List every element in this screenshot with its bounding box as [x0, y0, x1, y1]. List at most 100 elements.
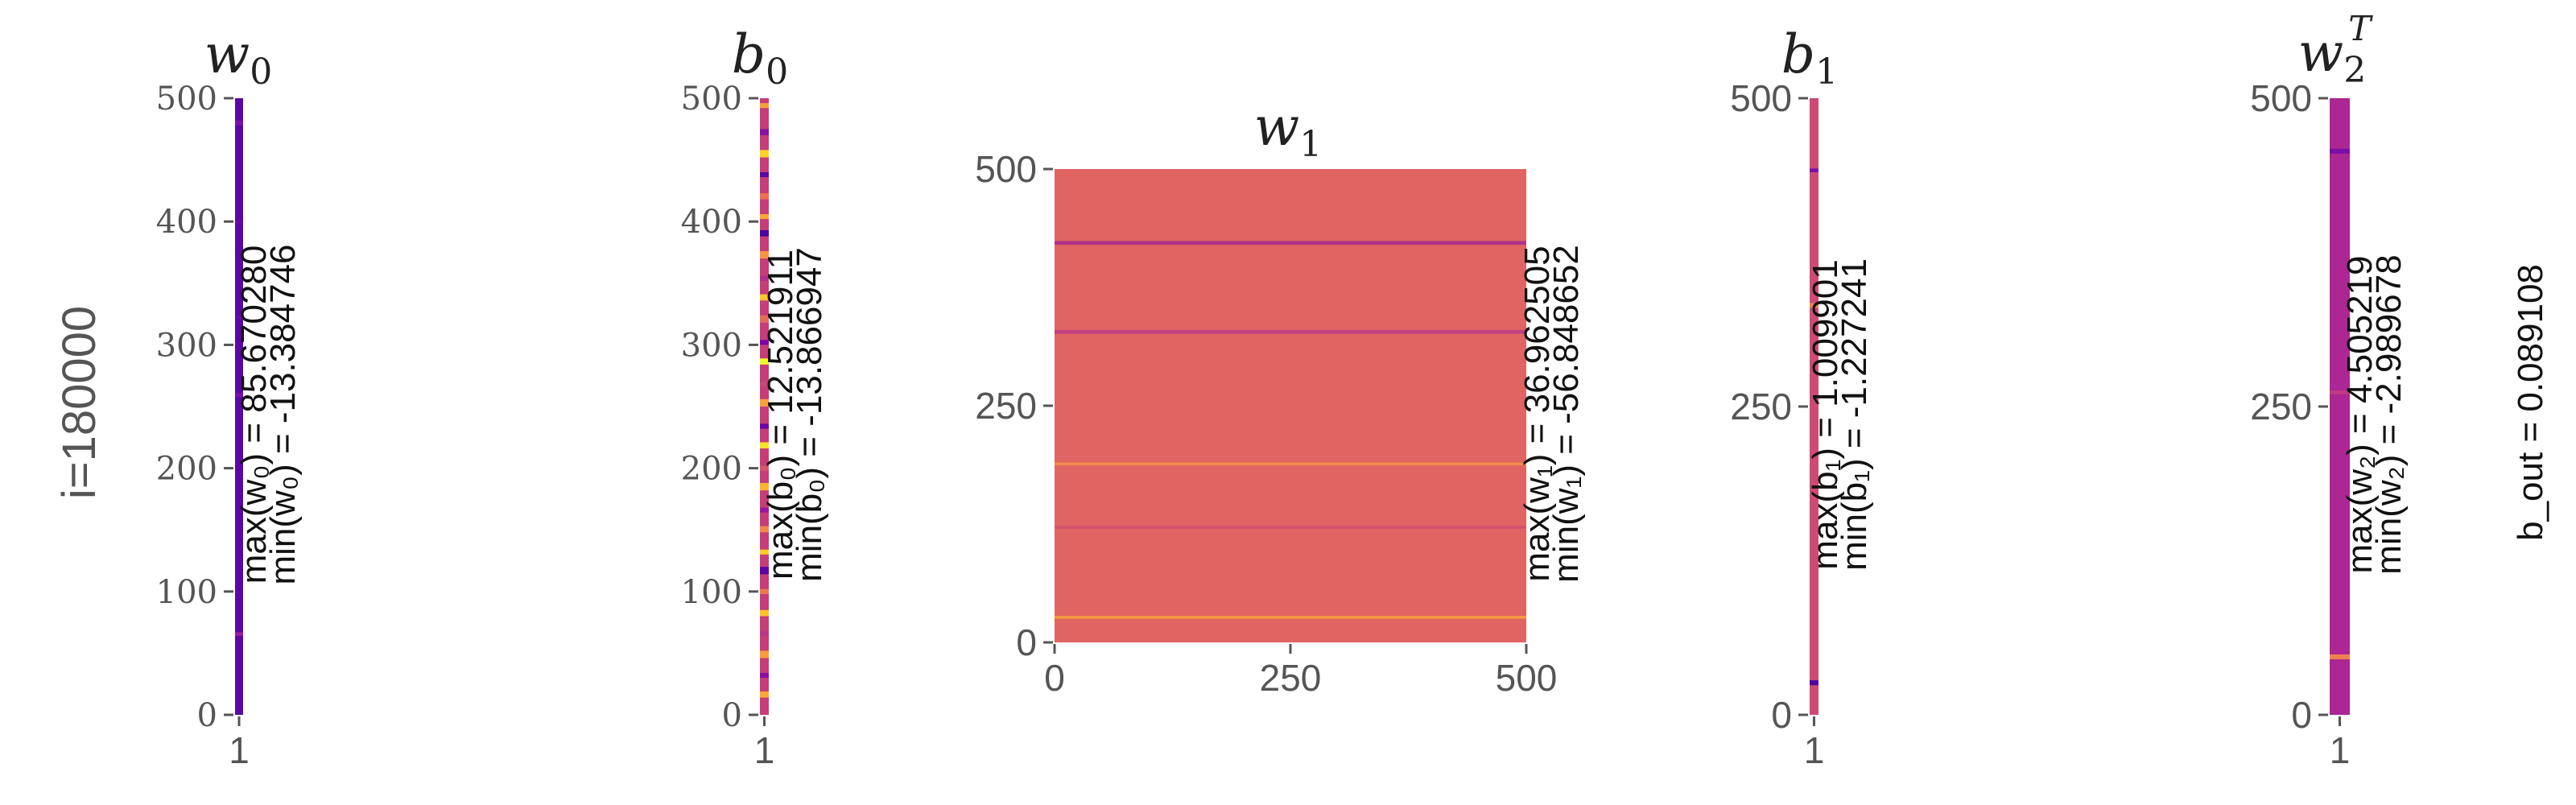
panel-title: b1	[1781, 23, 1838, 93]
max-annotation: max(w₁) = 36.962505	[1517, 246, 1557, 581]
min-annotation: min(b₁) = -1.227241	[1835, 258, 1874, 571]
y-tick-label: 500	[681, 80, 742, 118]
y-tick-label: 0	[1016, 621, 1037, 663]
x-tick-label: 1	[754, 729, 775, 771]
min-annotation: min(b₀) = -13.866947	[790, 247, 829, 582]
heatmap-row	[760, 358, 769, 365]
heatmap-body	[1055, 169, 1526, 642]
y-tick-label: 300	[156, 327, 217, 364]
panel-title: b0	[732, 23, 788, 93]
heatmap-body	[2330, 98, 2350, 715]
heatmap-row	[235, 120, 243, 126]
y-tick-label: 250	[1730, 386, 1792, 427]
x-tick-label: 0	[1044, 657, 1065, 699]
panel-title: w0	[204, 23, 273, 93]
y-tick-label: 500	[975, 148, 1037, 190]
max-annotation: max(w₀) = 85.670280	[234, 246, 274, 584]
heatmap-b0: 0 100 200 300 400 500 1 b0 max(b₀) = 12.521911mi…	[681, 23, 829, 771]
heatmap-row	[760, 672, 769, 679]
row-label: i=180000	[53, 306, 105, 499]
min-annotation: min(w₂) = -2.989678	[2369, 254, 2409, 574]
panel-title: w1	[1254, 96, 1323, 165]
heatmap-row	[760, 567, 769, 575]
y-tick-label: 400	[156, 204, 217, 241]
heatmap-row	[2330, 390, 2350, 394]
y-tick-label: 100	[156, 574, 217, 611]
heatmap-row	[1810, 680, 1818, 686]
heatmap-row	[235, 632, 243, 636]
heatmap-row	[760, 229, 769, 237]
heatmap-row	[760, 315, 769, 323]
heatmap-row	[760, 423, 769, 429]
heatmap-row	[1055, 462, 1526, 466]
y-tick-label: 0	[1771, 694, 1792, 736]
heatmap-body	[1810, 98, 1818, 715]
y-tick-label: 300	[681, 327, 742, 364]
y-tick-label: 500	[156, 80, 217, 118]
heatmap-row	[760, 382, 769, 387]
y-tick-label: 500	[1730, 77, 1792, 119]
panel-title: w2T	[2298, 9, 2374, 91]
heatmap-row	[760, 294, 769, 301]
x-tick-label: 500	[1496, 657, 1558, 699]
heatmap-row	[2330, 654, 2350, 660]
x-tick-label: 250	[1260, 657, 1322, 699]
heatmap-row	[760, 691, 769, 698]
y-tick-label: 400	[681, 204, 742, 241]
x-tick-label: 1	[229, 729, 250, 771]
heatmap-row	[760, 150, 769, 158]
heatmap-row	[2330, 148, 2350, 154]
heatmap-row	[1810, 168, 1818, 172]
heatmap-row	[760, 507, 769, 513]
heatmap-row	[760, 465, 769, 471]
max-annotation: max(b₁) = 1.009901	[1806, 259, 1845, 569]
y-tick-label: 200	[156, 451, 217, 488]
heatmap-row	[760, 171, 769, 178]
heatmap-w1: 0 250 500 0 250 500 w1 max(w₁) = 36.962505min(w…	[975, 96, 1586, 699]
heatmap-body	[235, 98, 243, 715]
heatmap-row	[760, 442, 769, 449]
max-annotation: max(w₂) = 4.505219	[2340, 256, 2380, 574]
heatmap-row	[760, 275, 769, 281]
y-tick-label: 0	[2291, 694, 2312, 736]
heatmap-row	[1055, 241, 1526, 246]
heatmap-row	[760, 650, 769, 658]
min-annotation: min(w₀) = -13.384746	[263, 244, 303, 584]
y-tick-label: 500	[2250, 77, 2312, 119]
heatmap-row	[760, 526, 769, 533]
heatmap-row	[760, 398, 769, 407]
heatmap-row	[760, 482, 769, 491]
y-tick-label: 0	[197, 697, 217, 734]
heatmap-row	[760, 103, 769, 109]
heatmap-row	[760, 250, 769, 259]
heatmap-w0: 0 100 200 300 400 500 1 w0 max(w₀) = 85.670280mi…	[156, 23, 303, 771]
heatmap-row	[760, 340, 769, 345]
b-out-annotation: b_out = 0.089108	[2511, 264, 2550, 541]
heatmap-row	[1810, 303, 1818, 308]
y-tick-label: 0	[722, 697, 742, 734]
max-annotation: max(b₀) = 12.521911	[761, 250, 800, 580]
heatmap-row	[760, 630, 769, 636]
heatmap-row	[235, 393, 243, 397]
heatmap-row	[1055, 329, 1526, 334]
y-tick-label: 100	[681, 574, 742, 611]
x-tick-label: 1	[2330, 729, 2351, 771]
heatmap-row	[760, 588, 769, 594]
y-tick-label: 200	[681, 451, 742, 488]
heatmap-row	[760, 609, 769, 617]
heatmap-row	[760, 549, 769, 555]
heatmap-row	[1055, 526, 1526, 529]
heatmap-row	[760, 192, 769, 200]
x-tick-label: 1	[1804, 729, 1825, 771]
heatmap-row	[235, 220, 243, 225]
y-tick-label: 250	[975, 385, 1037, 427]
min-annotation: min(w₁) = -56.848652	[1546, 245, 1586, 583]
y-tick-label: 250	[2250, 386, 2312, 427]
heatmap-row	[1055, 616, 1526, 619]
heatmap-row	[760, 129, 769, 135]
heatmap-row	[760, 214, 769, 220]
heatmap-row	[235, 315, 243, 320]
